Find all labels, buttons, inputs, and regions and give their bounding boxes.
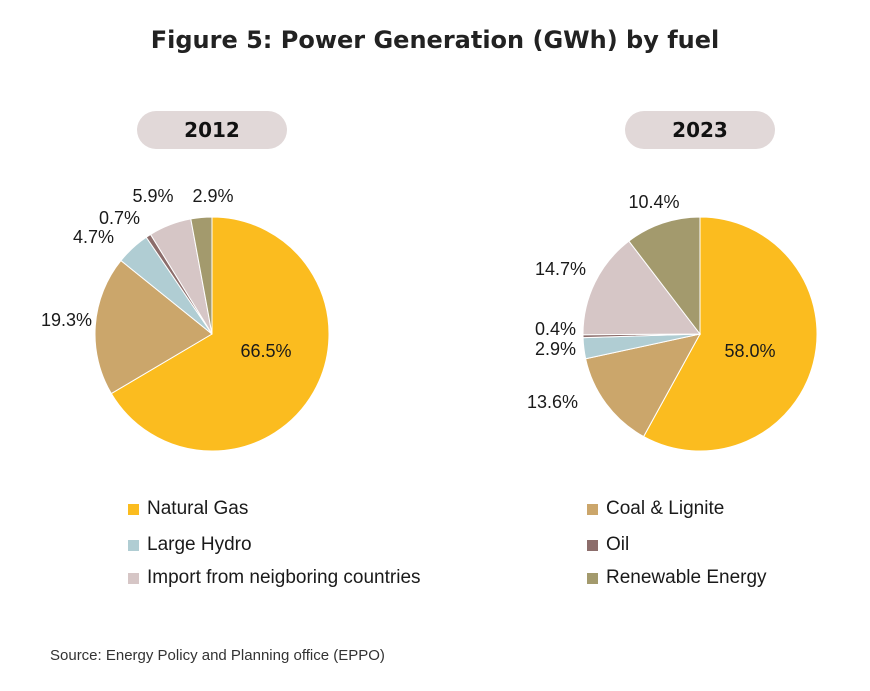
data-label-2023-3: 0.4%	[535, 319, 576, 339]
legend-item-large-hydro: Large Hydro	[128, 534, 252, 556]
legend-label: Natural Gas	[147, 498, 249, 519]
legend-label: Oil	[606, 534, 630, 555]
legend-swatch	[587, 503, 598, 515]
pie-slice-2012-5	[190, 216, 213, 335]
legend-swatch	[128, 539, 139, 551]
data-label-2023-2: 2.9%	[535, 339, 576, 359]
data-label-2012-0: 66.5%	[240, 341, 291, 361]
source-note: Source: Energy Policy and Planning offic…	[50, 647, 385, 664]
legend-swatch	[587, 539, 598, 551]
legend-item-coal-lignite: Coal & Lignite	[587, 498, 724, 520]
legend-label: Import from neigboring countries	[147, 567, 421, 588]
data-label-2012-3: 0.7%	[99, 208, 140, 228]
pie-slice-2023-1	[585, 333, 701, 438]
pie-slice-2012-0	[110, 216, 330, 452]
pie-slice-2023-4	[582, 240, 702, 336]
pie-title-2023: 2023	[625, 111, 775, 149]
data-label-2023-4: 14.7%	[535, 259, 586, 279]
legend-swatch	[128, 503, 139, 515]
data-label-2012-2: 4.7%	[73, 227, 114, 247]
legend-item-oil: Oil	[587, 534, 629, 556]
data-label-2023-0: 58.0%	[724, 341, 775, 361]
chart-title: Figure 5: Power Generation (GWh) by fuel	[150, 26, 720, 54]
legend-swatch	[128, 572, 139, 584]
data-label-2023-5: 10.4%	[628, 192, 679, 212]
data-label-2012-1: 19.3%	[41, 310, 92, 330]
legend-item-renewable: Renewable Energy	[587, 567, 767, 589]
legend-label: Large Hydro	[147, 534, 252, 555]
legend-label: Renewable Energy	[606, 567, 767, 588]
data-label-2023-1: 13.6%	[527, 392, 578, 412]
data-label-2012-5: 2.9%	[192, 186, 233, 206]
legend-label: Coal & Lignite	[606, 498, 725, 519]
pie-slice-2023-0	[642, 216, 818, 452]
data-label-2012-4: 5.9%	[132, 186, 173, 206]
pie-slice-2012-1	[94, 259, 213, 395]
legend-item-natural-gas: Natural Gas	[128, 498, 248, 520]
legend-item-import: Import from neigboring countries	[128, 567, 421, 589]
pie-title-2012: 2012	[137, 111, 287, 149]
pie-slice-2023-5	[628, 216, 701, 336]
legend-swatch	[587, 572, 598, 584]
